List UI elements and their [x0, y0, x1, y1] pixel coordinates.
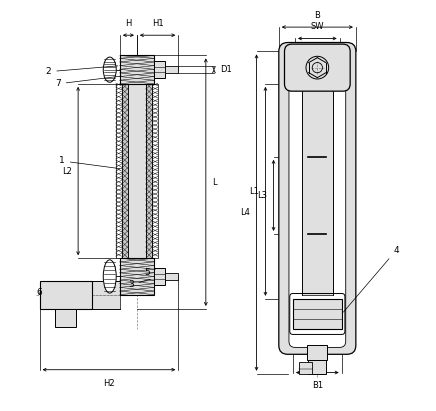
Text: 4: 4	[344, 246, 399, 312]
Ellipse shape	[103, 57, 116, 82]
Bar	[92, 280, 120, 309]
Text: 1: 1	[59, 157, 120, 169]
Text: L4: L4	[240, 208, 250, 217]
Text: 5: 5	[144, 268, 155, 277]
Ellipse shape	[103, 260, 116, 293]
Text: D1: D1	[221, 65, 232, 74]
Text: 2: 2	[46, 66, 118, 76]
Bar	[302, 88, 333, 295]
Bar	[120, 258, 154, 295]
Bar	[293, 299, 342, 329]
Text: 3: 3	[128, 279, 150, 289]
Bar	[152, 84, 158, 258]
Text: 7: 7	[55, 76, 121, 88]
Bar	[120, 55, 154, 84]
Text: B: B	[314, 11, 320, 20]
Text: H: H	[125, 19, 132, 28]
Text: L3: L3	[257, 191, 267, 200]
Bar	[40, 280, 92, 309]
Text: L: L	[212, 178, 217, 187]
Bar	[154, 268, 165, 285]
Bar	[165, 273, 178, 280]
Text: 6: 6	[37, 288, 42, 297]
FancyBboxPatch shape	[289, 49, 346, 347]
Bar	[128, 84, 146, 258]
Bar	[55, 309, 76, 327]
Bar	[146, 84, 152, 258]
Bar	[165, 67, 178, 73]
Text: L1: L1	[249, 187, 259, 196]
Bar	[122, 84, 128, 258]
Text: B1: B1	[312, 381, 323, 390]
Text: H2: H2	[103, 379, 115, 388]
Bar	[116, 84, 122, 258]
Bar	[92, 280, 120, 309]
Text: SW: SW	[310, 22, 324, 31]
Bar	[299, 363, 312, 374]
Bar	[154, 61, 165, 78]
Text: L2: L2	[62, 166, 72, 175]
Bar	[307, 345, 327, 360]
FancyBboxPatch shape	[279, 42, 356, 354]
Text: H1: H1	[152, 19, 164, 28]
Bar	[308, 360, 326, 374]
FancyBboxPatch shape	[285, 44, 350, 91]
